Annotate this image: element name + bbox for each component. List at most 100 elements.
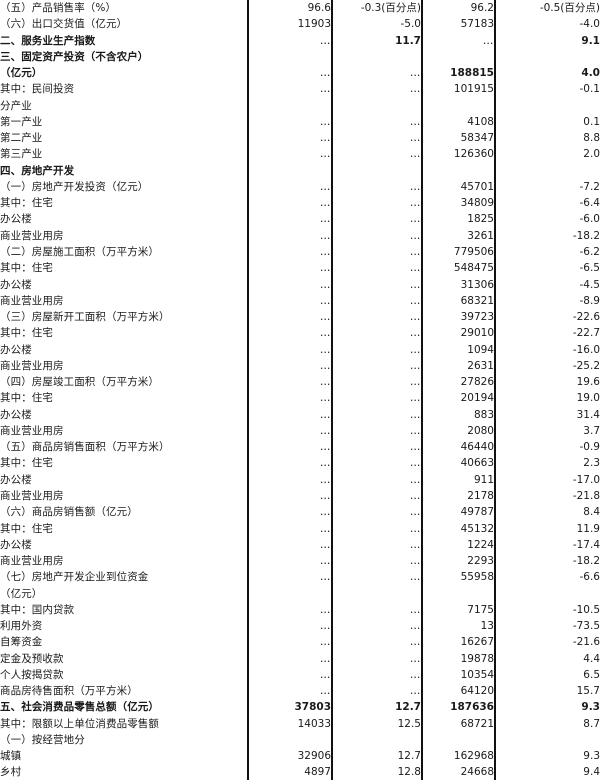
table-row: 商品房待售面积（万平方米） … … 64120 15.7 (0, 683, 600, 699)
cumulative-absolute: … (482, 34, 494, 47)
current-month-growth: … (409, 115, 421, 128)
current-month-growth: … (409, 278, 421, 291)
table-row: （一）房地产开发投资（亿元） … … 45701 -7.2 (0, 179, 600, 195)
current-month-growth: … (409, 424, 421, 437)
table-row: 乡村 4897 12.8 24668 9.4 (0, 764, 600, 780)
row-label: （三）房屋新开工面积（万平方米） (0, 311, 170, 324)
table-row: 办公楼 … … 883 31.4 (0, 407, 600, 423)
current-month-absolute: … (319, 197, 331, 210)
current-month-absolute: … (319, 603, 331, 616)
current-month-growth: … (409, 473, 421, 486)
cumulative-growth: -18.2 (572, 555, 600, 568)
row-label: （七）房地产开发企业到位资金 (0, 571, 149, 584)
current-month-absolute: … (319, 311, 331, 324)
cumulative-absolute: 548475 (453, 262, 494, 275)
cumulative-growth: -21.6 (572, 636, 600, 649)
row-label: 办公楼 (0, 278, 32, 291)
current-month-absolute: … (319, 522, 331, 535)
row-label: 利用外资 (0, 620, 43, 633)
current-month-growth: … (409, 67, 421, 80)
row-label: （亿元） (0, 587, 43, 600)
current-month-absolute: 11903 (297, 18, 331, 31)
cumulative-growth: 4.0 (581, 67, 600, 80)
row-label: 乡村 (0, 766, 22, 779)
cumulative-absolute: 10354 (460, 668, 494, 681)
cumulative-absolute: 13 (480, 620, 494, 633)
current-month-growth: … (409, 343, 421, 356)
current-month-growth: … (409, 148, 421, 161)
row-label: 商业营业用房 (0, 424, 64, 437)
cumulative-growth: 15.7 (576, 685, 600, 698)
current-month-growth: … (409, 571, 421, 584)
cumulative-absolute: 49787 (460, 506, 494, 519)
cumulative-absolute: 27826 (460, 376, 494, 389)
table-row: （亿元） … … 188815 4.0 (0, 65, 600, 81)
table-row: （三）房屋新开工面积（万平方米） … … 39723 -22.6 (0, 309, 600, 325)
cumulative-absolute: 19878 (460, 652, 494, 665)
row-label: （一）按经营地分 (0, 733, 85, 746)
current-month-absolute: … (319, 506, 331, 519)
table-row: （六）出口交货值（亿元） 11903 -5.0 57183 -4.0 (0, 16, 600, 32)
cumulative-growth (494, 98, 600, 114)
cumulative-growth: -6.4 (579, 197, 600, 210)
table-row: 办公楼 … … 1224 -17.4 (0, 537, 600, 553)
table-row: 其中：住宅 … … 45132 11.9 (0, 521, 600, 537)
cumulative-growth: 8.4 (583, 506, 600, 519)
cumulative-growth: 2.0 (583, 148, 600, 161)
cumulative-absolute (421, 732, 494, 748)
row-label: （一）房地产开发投资（亿元） (0, 180, 149, 193)
cumulative-absolute: 24668 (460, 766, 494, 779)
current-month-growth: 12.7 (397, 750, 421, 763)
current-month-absolute: … (319, 457, 331, 470)
current-month-absolute (247, 163, 331, 179)
current-month-absolute: … (319, 327, 331, 340)
current-month-growth: … (409, 132, 421, 145)
current-month-absolute: … (319, 668, 331, 681)
row-label: 城镇 (0, 750, 22, 763)
current-month-absolute: 32906 (297, 750, 331, 763)
cumulative-growth: 9.4 (583, 766, 600, 779)
current-month-absolute: 37803 (294, 701, 331, 714)
cumulative-growth: 4.4 (583, 652, 600, 665)
table-row: 办公楼 … … 911 -17.0 (0, 472, 600, 488)
current-month-growth (331, 163, 421, 179)
current-month-growth: 12.5 (397, 717, 421, 730)
cumulative-absolute (421, 163, 494, 179)
row-label: 办公楼 (0, 408, 32, 421)
cumulative-absolute: 96.2 (470, 2, 494, 14)
cumulative-growth: 9.3 (583, 750, 600, 763)
table-row: 其中：住宅 … … 548475 -6.5 (0, 260, 600, 276)
current-month-growth: … (409, 262, 421, 275)
current-month-absolute: … (319, 538, 331, 551)
current-month-growth (331, 586, 421, 602)
current-month-growth: … (409, 685, 421, 698)
column-divider-1 (247, 0, 249, 780)
table-row: 商业营业用房 … … 2631 -25.2 (0, 358, 600, 374)
cumulative-growth (494, 49, 600, 65)
cumulative-growth (494, 586, 600, 602)
cumulative-absolute: 29010 (460, 327, 494, 340)
cumulative-growth: -17.0 (572, 473, 600, 486)
cumulative-growth: -7.2 (579, 180, 600, 193)
table-row: 其中：限额以上单位消费品零售额 14033 12.5 68721 8.7 (0, 716, 600, 732)
current-month-absolute: … (319, 343, 331, 356)
current-month-absolute: … (319, 685, 331, 698)
column-divider-4 (494, 0, 496, 780)
row-label: （五）商品房销售面积（万平方米） (0, 441, 170, 454)
table-row: （四）房屋竣工面积（万平方米） … … 27826 19.6 (0, 374, 600, 390)
cumulative-absolute: 31306 (460, 278, 494, 291)
cumulative-growth: 8.8 (583, 132, 600, 145)
current-month-growth (331, 98, 421, 114)
row-label: 其中：限额以上单位消费品零售额 (0, 717, 159, 730)
row-label: 办公楼 (0, 343, 32, 356)
cumulative-growth: -6.5 (579, 262, 600, 275)
current-month-growth: … (409, 311, 421, 324)
current-month-absolute: … (319, 132, 331, 145)
current-month-absolute: … (319, 148, 331, 161)
current-month-growth: … (409, 327, 421, 340)
cumulative-absolute: 1224 (467, 538, 494, 551)
table-row: 办公楼 … … 1825 -6.0 (0, 211, 600, 227)
current-month-growth: … (409, 359, 421, 372)
row-label: 商业营业用房 (0, 555, 64, 568)
table-row: 四、房地产开发 (0, 163, 600, 179)
